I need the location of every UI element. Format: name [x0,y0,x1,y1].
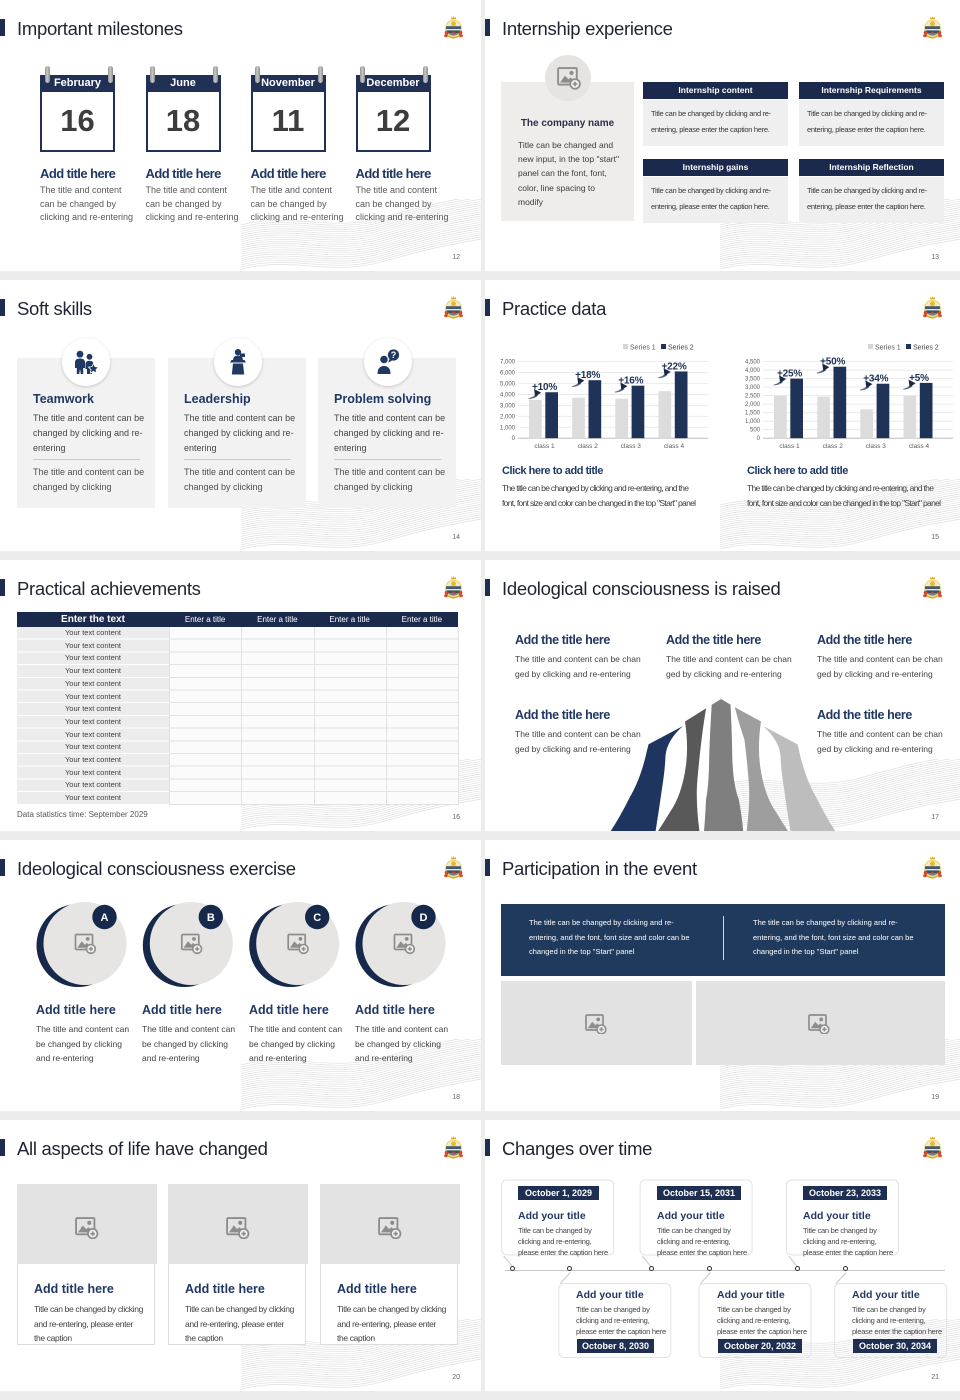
svg-text:Series 2: Series 2 [668,344,694,351]
svg-text:1,000: 1,000 [500,425,516,431]
svg-text:2,000: 2,000 [500,414,516,420]
svg-text:3,000: 3,000 [500,403,516,409]
svg-text:5,000: 5,000 [500,381,516,387]
svg-text:class 4: class 4 [909,443,930,450]
svg-text:class 2: class 2 [578,443,599,450]
svg-text:A: A [101,912,109,924]
svg-text:2,500: 2,500 [745,394,761,400]
svg-text:1,000: 1,000 [745,419,761,425]
svg-text:7,000: 7,000 [500,360,516,366]
svg-text:class 1: class 1 [779,443,800,450]
svg-text:500: 500 [750,428,761,434]
svg-text:Series 1: Series 1 [875,344,901,351]
svg-text:class 3: class 3 [621,443,642,450]
svg-text:C: C [313,912,321,924]
svg-text:+16%: +16% [618,376,643,387]
svg-text:Series 1: Series 1 [630,344,656,351]
svg-text:3,000: 3,000 [745,385,761,391]
svg-text:+18%: +18% [575,370,600,381]
svg-text:?: ? [391,350,397,360]
svg-text:4,000: 4,000 [745,368,761,374]
svg-text:0: 0 [512,436,516,442]
svg-text:2,000: 2,000 [745,402,761,408]
svg-text:+34%: +34% [863,374,888,385]
svg-text:+10%: +10% [532,382,557,393]
svg-text:class 4: class 4 [664,443,685,450]
svg-text:0: 0 [757,436,761,442]
svg-text:class 3: class 3 [866,443,887,450]
svg-text:class 2: class 2 [823,443,844,450]
svg-text:+22%: +22% [661,361,686,372]
svg-text:B: B [207,912,215,924]
svg-text:6,000: 6,000 [500,371,516,377]
svg-text:4,500: 4,500 [745,360,761,366]
svg-text:+50%: +50% [820,357,845,368]
svg-text:3,500: 3,500 [745,377,761,383]
svg-text:1,500: 1,500 [745,411,761,417]
svg-text:+25%: +25% [777,369,802,380]
svg-text:+5%: +5% [909,373,929,384]
svg-text:D: D [420,912,428,924]
svg-text:4,000: 4,000 [500,392,516,398]
svg-text:class 1: class 1 [534,443,555,450]
svg-text:Series 2: Series 2 [913,344,939,351]
